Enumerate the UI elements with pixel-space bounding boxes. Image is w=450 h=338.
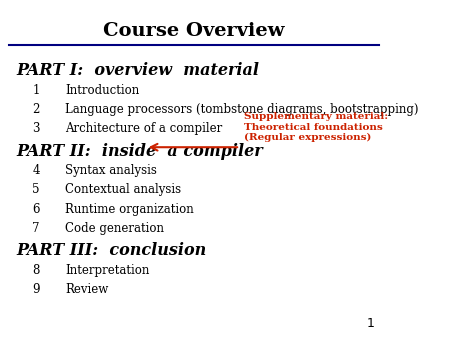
Text: 1: 1 (32, 83, 40, 97)
Text: PART III:  conclusion: PART III: conclusion (17, 242, 207, 259)
Text: Syntax analysis: Syntax analysis (65, 164, 157, 177)
Text: Interpretation: Interpretation (65, 264, 149, 277)
Text: Review: Review (65, 283, 108, 296)
Text: Architecture of a compiler: Architecture of a compiler (65, 122, 222, 135)
Text: 6: 6 (32, 202, 40, 216)
Text: PART II:  inside  a compiler: PART II: inside a compiler (17, 143, 263, 160)
Text: Language processors (tombstone diagrams, bootstrapping): Language processors (tombstone diagrams,… (65, 103, 418, 116)
Text: Introduction: Introduction (65, 83, 139, 97)
Text: 1: 1 (367, 317, 375, 330)
Text: Code generation: Code generation (65, 222, 164, 235)
Text: 8: 8 (32, 264, 40, 277)
Text: 2: 2 (32, 103, 40, 116)
Text: Runtime organization: Runtime organization (65, 202, 194, 216)
Text: 9: 9 (32, 283, 40, 296)
Text: 5: 5 (32, 184, 40, 196)
Text: Course Overview: Course Overview (103, 22, 284, 40)
Text: 3: 3 (32, 122, 40, 135)
Text: 7: 7 (32, 222, 40, 235)
Text: Contextual analysis: Contextual analysis (65, 184, 181, 196)
Text: PART I:  overview  material: PART I: overview material (17, 62, 260, 79)
Text: Supplementary material:
Theoretical foundations
(Regular expressions): Supplementary material: Theoretical foun… (244, 112, 388, 142)
Text: 4: 4 (32, 164, 40, 177)
